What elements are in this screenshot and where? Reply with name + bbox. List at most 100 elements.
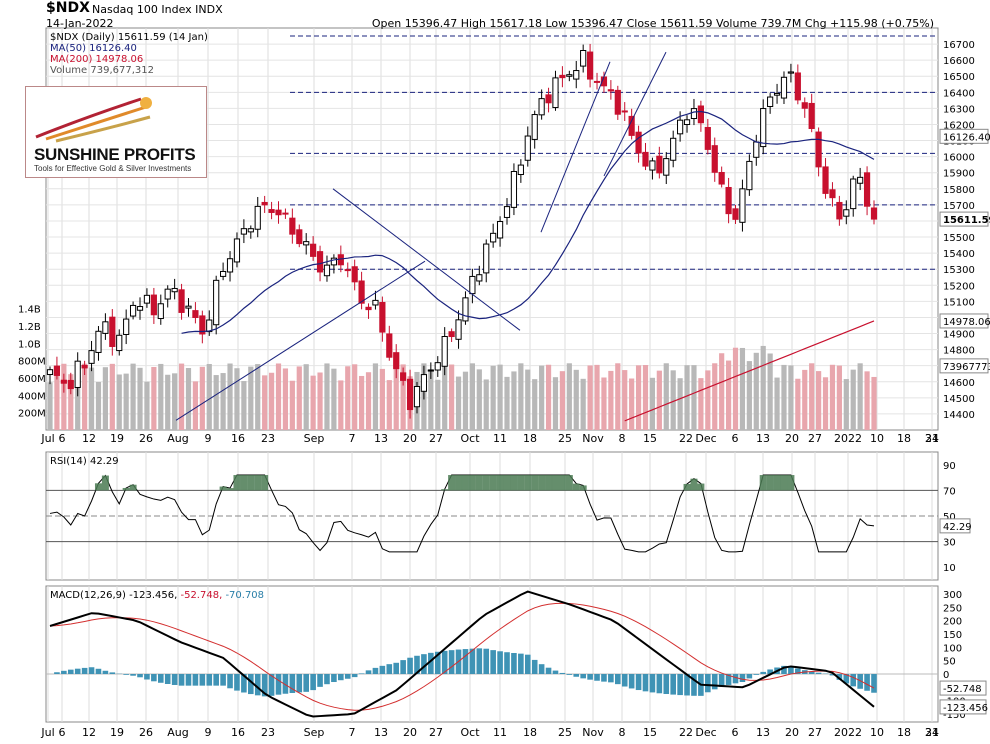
x-tick-label: Aug <box>167 726 188 739</box>
x-tick-label: 27 <box>808 432 822 445</box>
volume-bar <box>822 377 829 430</box>
macd-histogram-bar <box>649 674 656 693</box>
macd-histogram-bar <box>711 674 718 690</box>
volume-bar <box>158 363 164 430</box>
candle-body <box>316 251 324 273</box>
volume-bar <box>449 364 455 430</box>
volume-bar <box>324 363 330 430</box>
candle-body <box>220 270 227 277</box>
volume-bar <box>345 366 351 430</box>
macd-histogram-bar <box>164 674 171 684</box>
candle-body <box>164 288 171 300</box>
volume-bar <box>649 377 656 430</box>
volume-bar <box>435 379 441 430</box>
candle-body <box>476 274 483 282</box>
volume-bar <box>144 381 150 430</box>
macd-histogram-bar <box>511 653 517 674</box>
macd-histogram-bar <box>151 674 157 682</box>
candle-body <box>434 362 441 371</box>
macd-histogram-bar <box>518 653 524 674</box>
volume-bar <box>296 366 302 430</box>
volume-bar <box>525 369 531 430</box>
x-tick-label: 6 <box>732 726 739 739</box>
x-tick-label: 11 <box>493 726 507 739</box>
volume-bar <box>268 372 275 430</box>
candle-body <box>469 275 476 295</box>
candle-body <box>656 155 663 174</box>
rsi-overbought-fill <box>565 475 573 491</box>
candle-body <box>303 241 310 246</box>
x-tick-label: 20 <box>403 726 417 739</box>
volume-bar <box>303 364 309 430</box>
macd-histogram-bar <box>601 674 607 682</box>
price-tick-label: 16700 <box>943 40 975 51</box>
x-tick-label: 15 <box>643 726 657 739</box>
macd-histogram-bar <box>227 674 233 689</box>
macd-histogram-bar <box>836 674 843 680</box>
macd-histogram-bar <box>684 674 690 696</box>
rsi-overbought-fill <box>254 475 262 491</box>
rsi-overbought-fill <box>448 475 456 491</box>
macd-histogram-bar <box>310 674 316 691</box>
x-tick-label: 26 <box>139 726 153 739</box>
rsi-overbought-fill <box>496 475 504 491</box>
candle-body <box>282 212 289 215</box>
candle-body <box>420 374 428 392</box>
candle-body <box>614 89 621 115</box>
volume-bar <box>317 372 323 430</box>
macd-histogram-bar <box>573 674 580 677</box>
price-tick-label: 15200 <box>943 281 975 292</box>
macd-histogram-bar <box>559 672 566 674</box>
price-flag <box>939 358 989 374</box>
volume-bar <box>365 372 372 430</box>
volume-bar <box>871 376 877 430</box>
volume-bar <box>442 365 448 430</box>
macd-histogram-bar <box>386 664 393 674</box>
rsi-overbought-fill <box>510 475 518 491</box>
x-tick-label: 31 <box>925 726 939 739</box>
x-tick-label: 6 <box>732 432 739 445</box>
price-tick-label: 15100 <box>943 297 975 308</box>
volume-bar <box>656 370 662 430</box>
rsi-overbought-fill <box>545 475 553 491</box>
legend-price: $NDX (Daily) 15611.59 (14 Jan) <box>50 32 208 43</box>
volume-bar <box>545 364 552 430</box>
candle-body <box>607 89 614 92</box>
candle-body <box>275 209 282 216</box>
volume-bar <box>206 364 212 430</box>
volume-tick-label: 200M <box>18 409 46 420</box>
macd-histogram-bar <box>760 671 767 674</box>
macd-histogram-bar <box>296 674 303 693</box>
macd-histogram-bar <box>608 674 614 683</box>
rsi-overbought-fill <box>697 483 705 491</box>
candle-body <box>74 360 81 388</box>
macd-histogram-bar <box>268 674 275 696</box>
macd-histogram-bar <box>400 660 406 674</box>
candle-body <box>199 315 206 335</box>
candle-body <box>787 71 795 74</box>
macd-histogram-bar <box>594 674 600 681</box>
x-tick-label: 12 <box>82 432 96 445</box>
price-tick-label: 14500 <box>943 394 975 405</box>
trendline-rising <box>175 260 426 421</box>
candle-body <box>226 258 234 273</box>
macd-tick-label: 0 <box>943 670 949 681</box>
macd-flag <box>939 699 987 715</box>
candle-body <box>365 306 372 311</box>
candle-body <box>545 94 552 104</box>
candle-body <box>490 232 497 243</box>
volume-bar <box>47 382 53 430</box>
rsi-overbought-fill <box>94 483 102 491</box>
x-tick-label: 18 <box>523 726 537 739</box>
candle-body <box>150 294 157 316</box>
candle-body <box>254 205 261 230</box>
candle-body <box>808 102 815 129</box>
macd-histogram-bar <box>850 674 857 687</box>
volume-bar <box>462 371 469 430</box>
trendline-rising <box>603 51 667 177</box>
volume-bar <box>587 365 593 430</box>
candle-body <box>206 319 213 333</box>
macd-histogram-bar <box>705 674 711 693</box>
volume-bar <box>691 365 697 430</box>
volume-bar <box>781 364 787 430</box>
